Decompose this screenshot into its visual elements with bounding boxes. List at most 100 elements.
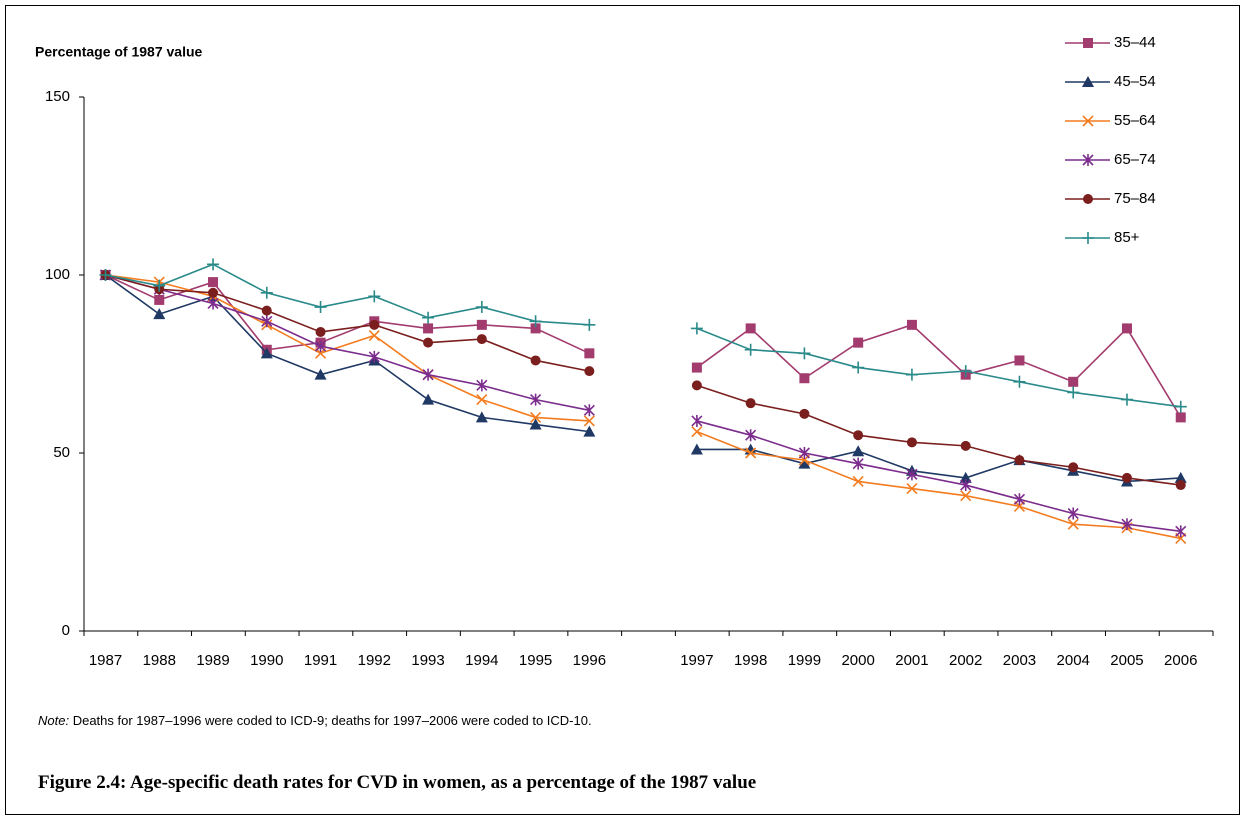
marker [906,319,917,330]
marker [798,447,810,459]
marker [476,334,487,345]
marker [1083,194,1093,204]
marker [744,343,757,356]
marker [1068,462,1079,473]
x-tick-label: 2006 [1164,652,1197,669]
marker [99,269,112,281]
marker [745,398,756,409]
marker [529,418,542,430]
marker [959,365,972,378]
y-tick-label: 100 [45,266,70,283]
x-tick-label: 1996 [573,652,606,669]
marker [422,368,434,381]
note-label: Note: [38,713,70,728]
x-tick-label: 1990 [250,652,283,669]
x-tick-label: 1993 [411,652,444,669]
marker [1082,115,1094,127]
marker [584,348,595,359]
figure-frame [5,5,1240,815]
marker [1175,525,1187,538]
x-tick-label: 2005 [1110,652,1143,669]
marker [1013,493,1026,506]
marker [690,322,703,335]
marker [475,411,488,423]
marker [1121,323,1132,334]
y-tick-label: 0 [62,622,70,639]
marker [959,471,972,483]
marker [207,258,220,271]
x-tick-label: 2003 [1003,652,1036,669]
marker [852,445,865,457]
marker [690,443,703,455]
series-line [105,274,1181,486]
marker [745,323,756,334]
marker [423,323,434,334]
x-tick-label: 2004 [1057,652,1090,669]
marker [1067,386,1080,399]
legend-label: 55–64 [1114,112,1156,129]
marker [530,393,542,406]
x-tick-label: 1987 [89,652,122,669]
marker [260,347,273,359]
marker [798,457,811,469]
x-tick-label: 2000 [841,652,874,669]
x-tick-label: 1994 [465,652,498,669]
marker [583,318,596,331]
marker [960,490,972,502]
marker [208,287,219,298]
marker [1175,412,1186,423]
legend-label: 65–74 [1114,151,1156,168]
marker [905,368,918,381]
marker [853,337,864,348]
marker [799,373,810,384]
marker [1014,355,1025,366]
marker [476,394,488,406]
marker [1120,393,1133,406]
x-tick-label: 1995 [519,652,552,669]
x-tick-label: 1991 [304,652,337,669]
marker [745,447,757,459]
marker [153,279,166,292]
marker [1013,375,1026,388]
marker [1121,472,1132,483]
y-tick-label: 150 [45,88,70,105]
caption: Figure 2.4: Age-specific death rates for… [38,772,757,793]
marker [314,301,327,314]
marker [691,414,703,427]
marker [475,301,488,314]
marker [1082,154,1094,166]
marker [906,483,918,495]
marker [154,294,165,305]
y-axis-label: Percentage of 1987 value [35,44,203,60]
legend-label: 75–84 [1114,190,1156,207]
legend-label: 85+ [1114,229,1140,246]
marker [315,326,326,337]
marker [314,368,327,380]
x-tick-label: 1998 [734,652,767,669]
marker [1175,480,1186,491]
marker [960,440,971,451]
marker [853,430,864,441]
marker [530,323,541,334]
marker [476,319,487,330]
y-tick-label: 50 [53,444,70,461]
marker [745,429,757,442]
marker [691,426,703,438]
marker [529,315,542,328]
marker [799,408,810,419]
series-line [105,274,1181,540]
marker [208,277,219,288]
x-tick-label: 1992 [358,652,391,669]
marker [1174,471,1187,483]
marker [530,355,541,366]
marker [852,361,865,374]
marker [691,380,702,391]
series-line [105,263,1181,408]
marker [852,475,864,488]
marker [530,411,542,423]
x-tick-label: 1989 [196,652,229,669]
marker [1067,507,1079,520]
marker [314,340,327,353]
series-line [105,274,1181,533]
marker [422,311,435,324]
